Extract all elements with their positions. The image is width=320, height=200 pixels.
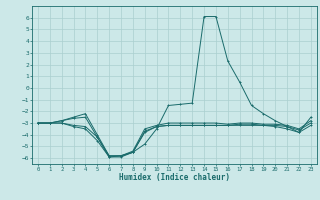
- X-axis label: Humidex (Indice chaleur): Humidex (Indice chaleur): [119, 173, 230, 182]
